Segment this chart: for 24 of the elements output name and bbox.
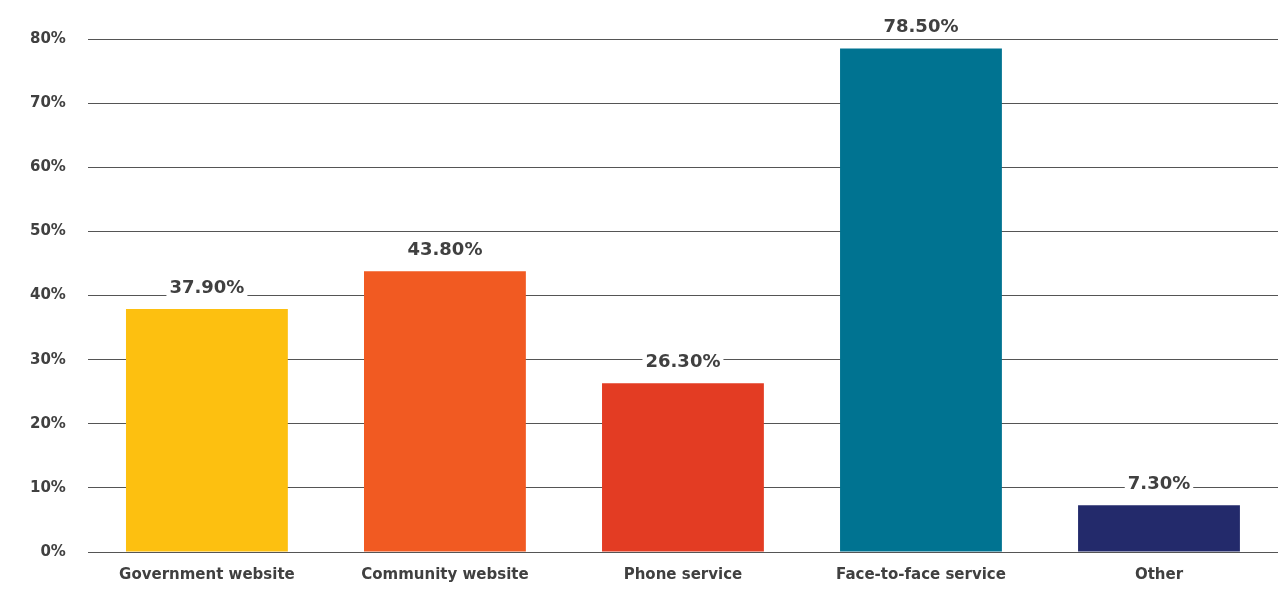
data-label: 7.30% [1127, 471, 1191, 493]
y-tick-label: 30% [30, 349, 66, 368]
bar [1078, 505, 1240, 552]
y-tick-label: 20% [30, 413, 66, 432]
x-tick-label: Government website [119, 564, 295, 583]
y-tick-label: 0% [40, 541, 66, 560]
y-tick-label: 50% [30, 221, 66, 240]
x-tick-label: Community website [361, 564, 529, 583]
y-tick-label: 70% [30, 93, 66, 112]
bar [840, 48, 1002, 552]
x-tick-label: Other [1134, 564, 1184, 583]
bar [364, 271, 526, 552]
data-label: 78.50% [883, 15, 959, 37]
data-label: 43.80% [407, 237, 483, 259]
x-tick-label: Face-to-face service [836, 564, 1006, 583]
y-tick-label: 80% [30, 28, 66, 47]
bar [125, 308, 288, 552]
bar [602, 383, 764, 552]
data-label: 37.90% [169, 275, 245, 297]
y-tick-label: 40% [30, 285, 66, 304]
y-tick-label: 60% [30, 157, 66, 176]
x-tick-label: Phone service [623, 564, 743, 583]
data-label: 26.30% [645, 350, 721, 372]
y-tick-label: 10% [30, 477, 66, 496]
